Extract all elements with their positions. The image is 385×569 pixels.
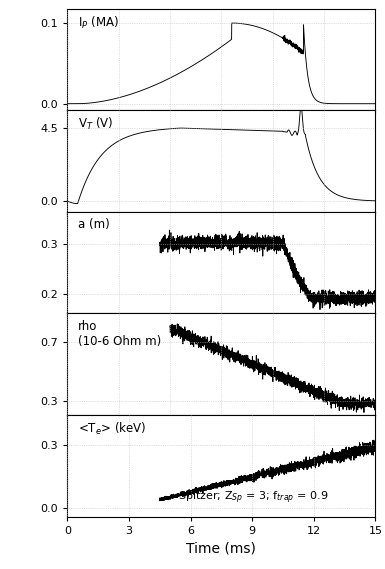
Text: rho
(10-6 Ohm m): rho (10-6 Ohm m) — [78, 320, 161, 348]
Text: V$_T$ (V): V$_T$ (V) — [78, 116, 114, 133]
Text: <T$_e$> (keV): <T$_e$> (keV) — [78, 421, 147, 437]
X-axis label: Time (ms): Time (ms) — [186, 541, 256, 555]
Text: Spitzer; Z$_{Sp}$ = 3; f$_{trap}$ = 0.9: Spitzer; Z$_{Sp}$ = 3; f$_{trap}$ = 0.9 — [178, 490, 329, 506]
Text: I$_P$ (MA): I$_P$ (MA) — [78, 15, 119, 31]
Text: a (m): a (m) — [78, 218, 110, 231]
